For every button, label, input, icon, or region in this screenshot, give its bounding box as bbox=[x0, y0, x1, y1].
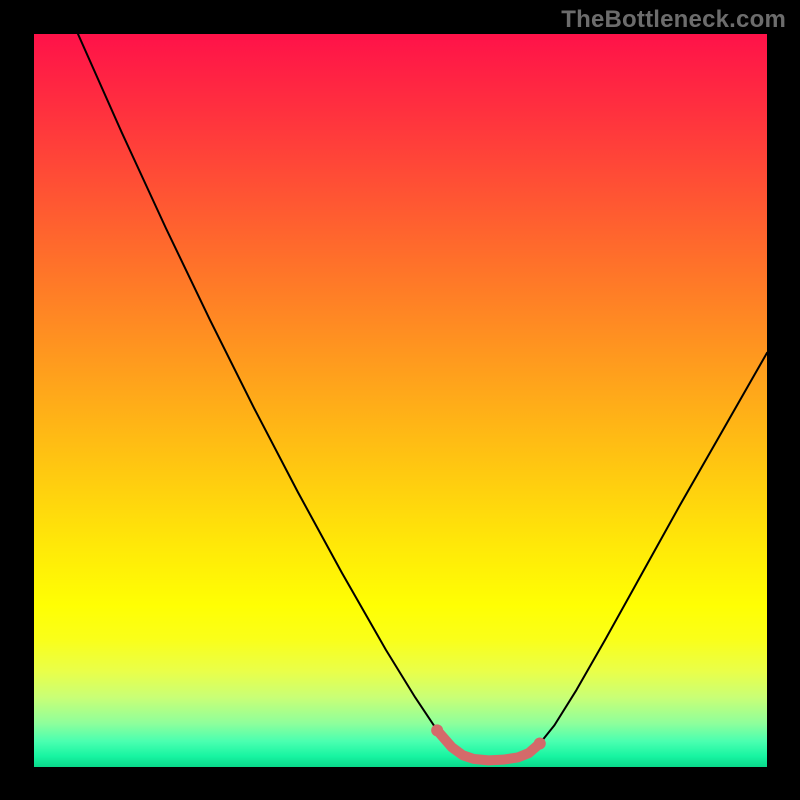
plot-area bbox=[34, 34, 767, 767]
optimal-zone-overlay bbox=[437, 730, 540, 760]
optimal-zone-end-dot bbox=[534, 738, 546, 750]
chart-frame: TheBottleneck.com bbox=[0, 0, 800, 800]
plot-svg bbox=[34, 34, 767, 767]
bottleneck-curve bbox=[78, 34, 767, 760]
watermark-label: TheBottleneck.com bbox=[561, 6, 786, 34]
optimal-zone-start-dot bbox=[431, 724, 443, 736]
